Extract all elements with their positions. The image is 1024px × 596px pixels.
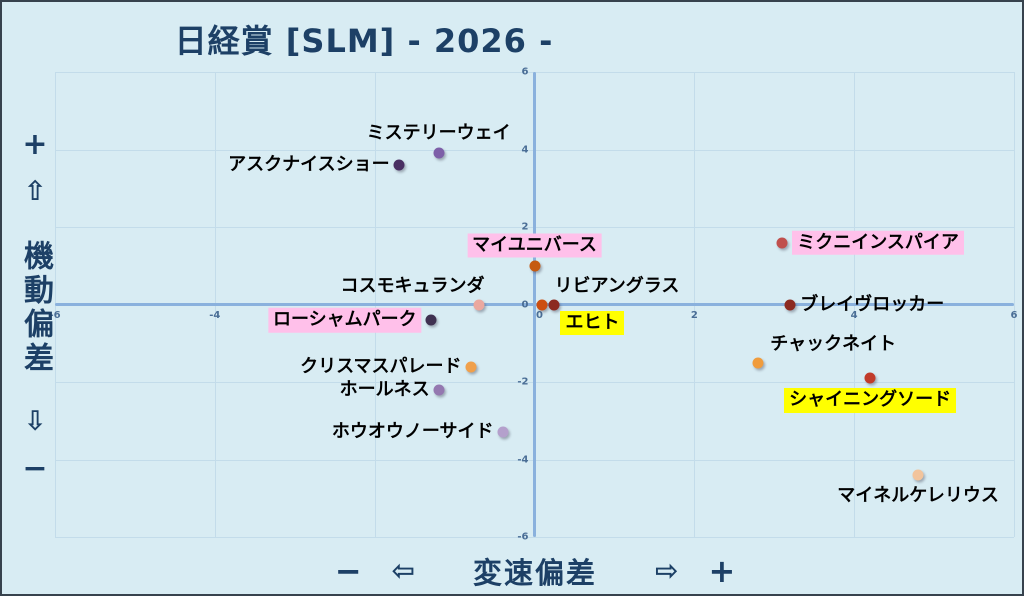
x-tick-label: 2 xyxy=(690,309,698,321)
data-point-label: ローシャムパーク xyxy=(267,307,422,333)
data-point-dot xyxy=(393,159,405,171)
x-axis-minus-sign: − xyxy=(334,552,362,590)
data-point-label: リビアングラス xyxy=(554,275,680,296)
y-tick-label: -6 xyxy=(517,531,529,543)
x-axis-title: 変速偏差 xyxy=(472,556,598,590)
y-tick-label: 0 xyxy=(521,299,529,310)
data-point-dot xyxy=(433,384,445,396)
right-arrow-icon: ⇨ xyxy=(655,554,679,587)
x-tick-label: 4 xyxy=(850,309,858,321)
data-point-dot xyxy=(433,147,445,159)
data-point-label: アスクナイスショー xyxy=(228,153,390,175)
data-point-dot xyxy=(465,361,477,372)
x-gridline xyxy=(1014,72,1015,537)
up-arrow-icon: ⇧ xyxy=(23,176,47,207)
data-point-label: ホウオウノーサイド xyxy=(331,421,494,443)
data-point-label: マイユニバース xyxy=(467,233,602,258)
data-point-dot xyxy=(497,426,509,438)
y-axis-minus-sign: − xyxy=(22,451,48,486)
x-tick-label: -6 xyxy=(49,309,61,321)
data-point-label: ミステリーウェイ xyxy=(366,122,511,144)
data-point-label: エヒト xyxy=(560,310,625,335)
data-point-label: ブレイヴロッカー xyxy=(800,293,945,315)
data-point-dot xyxy=(473,299,485,310)
data-point-label: コスモキュランダ xyxy=(340,275,485,296)
data-point-dot xyxy=(784,299,796,310)
data-point-dot xyxy=(912,469,924,481)
chart-title: 日経賞 [SLM] - 2026 - xyxy=(174,22,554,60)
y-tick-label: -2 xyxy=(517,376,529,388)
data-point-label: ホールネス xyxy=(339,378,430,400)
y-axis-title: 機動偏差 xyxy=(18,240,53,376)
data-point-label: マイネルケレリウス xyxy=(837,485,999,506)
y-tick-label: 6 xyxy=(521,66,529,78)
data-point-label: ミクニインスパイア xyxy=(792,230,964,255)
y-axis-line xyxy=(533,72,536,537)
y-tick-label: -4 xyxy=(517,454,529,465)
x-tick-label: -4 xyxy=(209,309,221,321)
x-tick-label: 6 xyxy=(1010,309,1018,321)
data-point-dot xyxy=(864,372,876,384)
y-tick-label: 4 xyxy=(521,144,529,155)
data-point-dot xyxy=(425,314,437,326)
x-axis-plus-sign: + xyxy=(708,552,736,590)
x-axis-title-bar: − ⇦ 変速偏差 ⇨ + xyxy=(335,550,736,592)
left-arrow-icon: ⇦ xyxy=(391,554,415,587)
x-tick-label: 0 xyxy=(536,309,543,321)
data-point-label: シャイニングソード xyxy=(784,388,957,413)
data-point-dot xyxy=(548,299,560,310)
data-point-dot xyxy=(752,357,764,369)
y-tick-label: 2 xyxy=(521,221,529,233)
data-point-label: チャックネイト xyxy=(770,333,897,355)
data-point-dot xyxy=(529,260,540,272)
data-point-dot xyxy=(776,237,788,248)
down-arrow-icon: ⇩ xyxy=(23,406,47,437)
y-gridline xyxy=(55,537,1014,538)
y-axis-title-wrap: 機動偏差 xyxy=(10,240,60,400)
y-axis-plus-sign: + xyxy=(22,127,48,162)
data-point-label: クリスマスパレード xyxy=(300,355,462,377)
data-point-dot xyxy=(536,299,548,310)
